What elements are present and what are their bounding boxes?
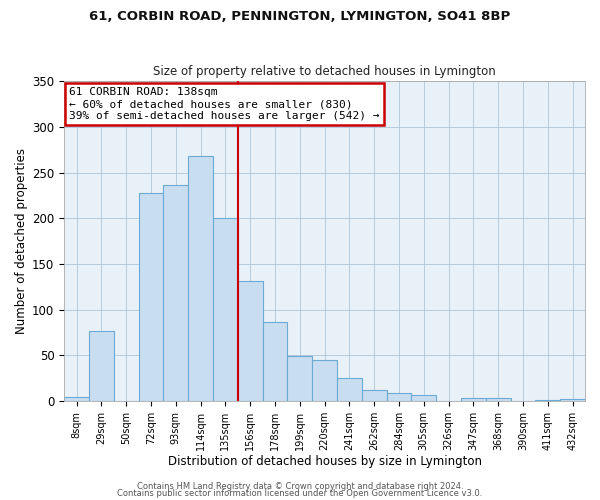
Text: Contains public sector information licensed under the Open Government Licence v3: Contains public sector information licen…: [118, 490, 482, 498]
Bar: [139, 192, 163, 401]
Text: 61, CORBIN ROAD, PENNINGTON, LYMINGTON, SO41 8BP: 61, CORBIN ROAD, PENNINGTON, LYMINGTON, …: [89, 10, 511, 23]
Title: Size of property relative to detached houses in Lymington: Size of property relative to detached ho…: [153, 66, 496, 78]
X-axis label: Distribution of detached houses by size in Lymington: Distribution of detached houses by size …: [167, 454, 482, 468]
Bar: [64, 396, 89, 401]
Text: 61 CORBIN ROAD: 138sqm
← 60% of detached houses are smaller (830)
39% of semi-de: 61 CORBIN ROAD: 138sqm ← 60% of detached…: [70, 88, 380, 120]
Bar: [188, 156, 213, 401]
Y-axis label: Number of detached properties: Number of detached properties: [15, 148, 28, 334]
Bar: [163, 186, 188, 401]
Bar: [213, 218, 238, 401]
Bar: [312, 360, 337, 401]
Bar: [412, 395, 436, 401]
Bar: [337, 378, 362, 401]
Bar: [263, 322, 287, 401]
Bar: [386, 393, 412, 401]
Bar: [238, 282, 263, 401]
Bar: [461, 398, 486, 401]
Bar: [89, 331, 114, 401]
Bar: [362, 390, 386, 401]
Bar: [287, 356, 312, 401]
Bar: [560, 400, 585, 401]
Text: Contains HM Land Registry data © Crown copyright and database right 2024.: Contains HM Land Registry data © Crown c…: [137, 482, 463, 491]
Bar: [535, 400, 560, 401]
Bar: [486, 398, 511, 401]
